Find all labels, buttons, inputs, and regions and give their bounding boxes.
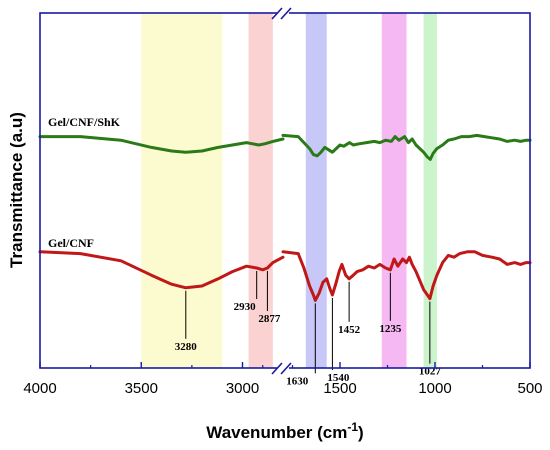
peak-label-1630: 1630 xyxy=(286,375,309,387)
series-label-gel-cnf: Gel/CNF xyxy=(48,236,94,250)
peak-label-2930: 2930 xyxy=(234,301,257,313)
axis-break-bottom xyxy=(271,362,292,375)
series-line-gel-cnf-seg-1 xyxy=(281,250,532,302)
band-1280-1150 xyxy=(381,13,407,368)
series-line-gel-cnf-shk-seg-0 xyxy=(38,135,285,154)
x-tick-label-3000: 3000 xyxy=(226,380,259,397)
band-2970-2850 xyxy=(248,13,273,368)
band-3500-3100 xyxy=(141,13,223,368)
highlight-bands xyxy=(141,13,437,368)
series-lines xyxy=(38,133,532,302)
x-axis-title: Wavenumber (cm-1) xyxy=(206,420,363,442)
peak-label-1540: 1540 xyxy=(327,372,350,384)
x-tick-label-1500: 1500 xyxy=(323,380,356,397)
x-axis-ticks: 4000 3500 3000 1500 1000 500 xyxy=(23,362,543,397)
x-tick-label-1000: 1000 xyxy=(418,380,451,397)
x-tick-label-4000: 4000 xyxy=(23,380,56,397)
band-1060-990 xyxy=(423,13,437,368)
band-1680-1570 xyxy=(305,13,327,368)
axis-break-gap xyxy=(281,13,285,368)
peak-label-1452: 1452 xyxy=(338,324,361,336)
y-axis-title: Transmittance (a.u) xyxy=(7,112,26,268)
x-tick-label-3500: 3500 xyxy=(125,380,158,397)
peak-label-3280: 3280 xyxy=(175,341,198,353)
axis-break-top xyxy=(271,7,292,20)
series-label-gel-cnf-shk: Gel/CNF/ShK xyxy=(48,115,121,129)
series-line-gel-cnf-shk-seg-1 xyxy=(281,133,532,161)
x-tick-label-500: 500 xyxy=(517,380,542,397)
series-line-gel-cnf-seg-0 xyxy=(38,250,285,290)
peak-label-1235: 1235 xyxy=(379,323,402,335)
peak-label-2877: 2877 xyxy=(258,313,281,325)
